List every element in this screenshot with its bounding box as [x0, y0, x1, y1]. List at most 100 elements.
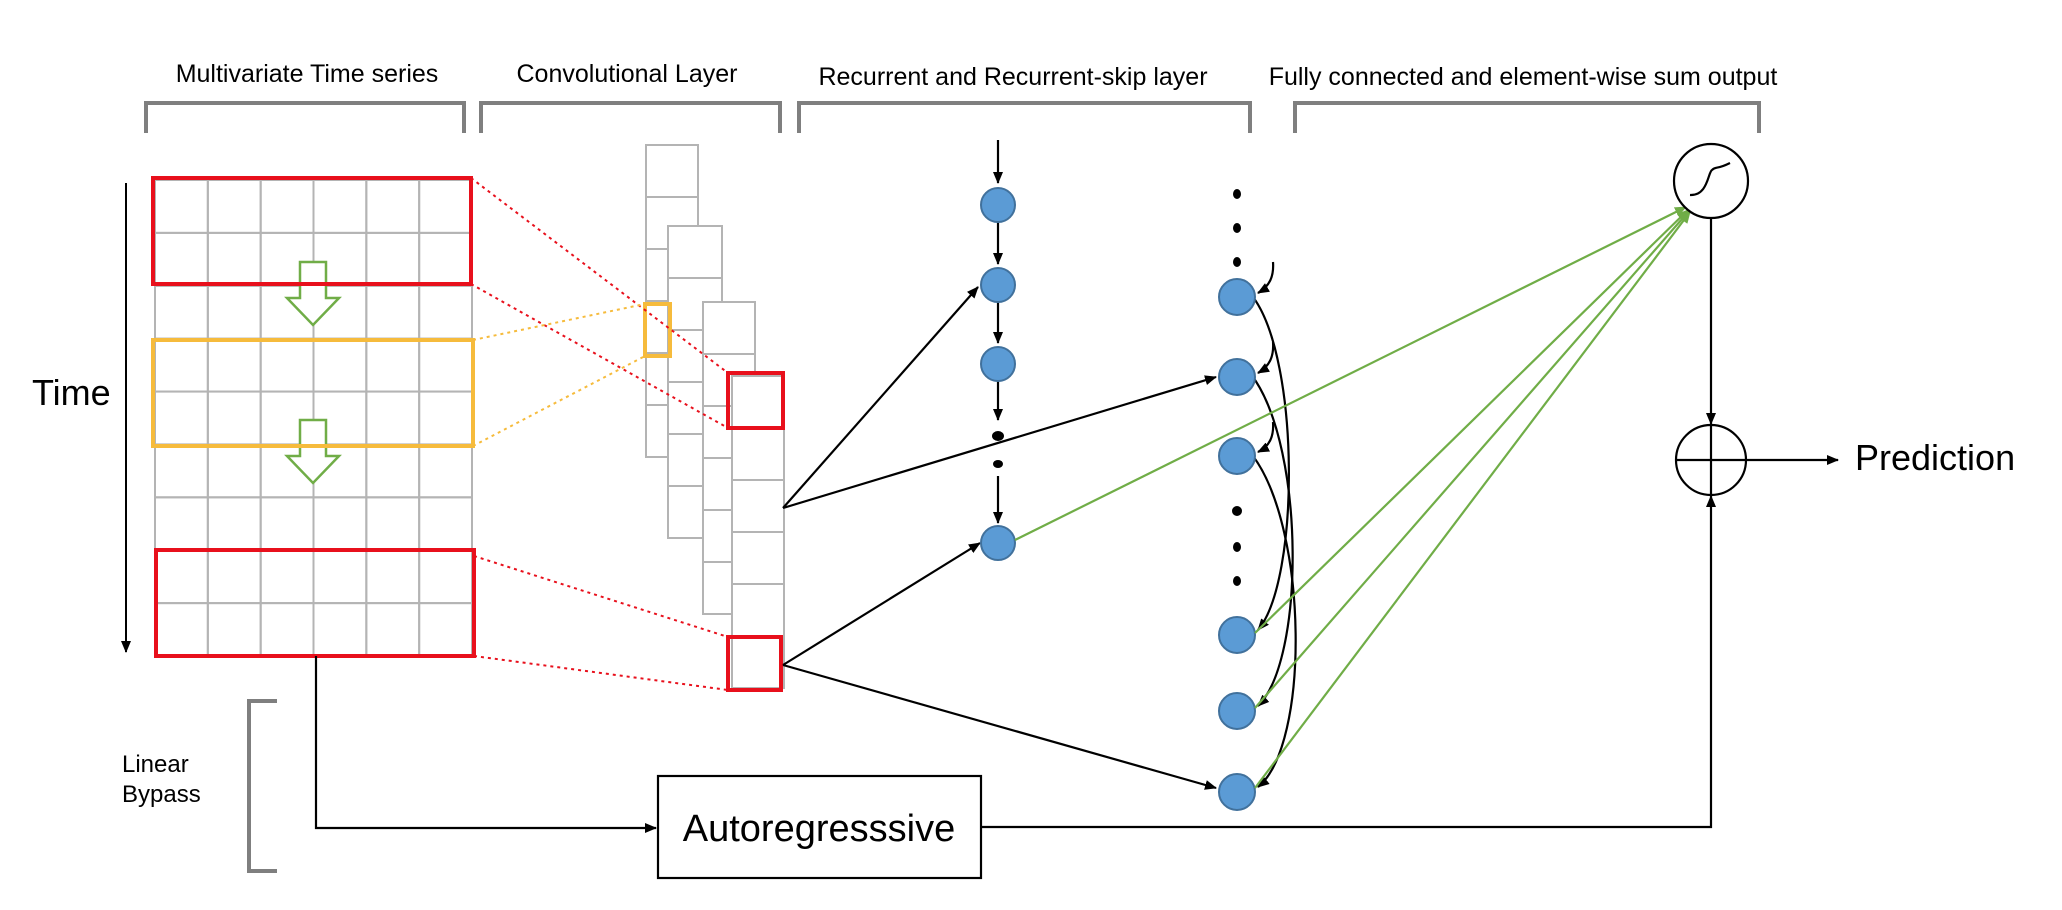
skip-node-1 [1218, 278, 1256, 316]
grid-cell [418, 231, 473, 287]
conv-filter-stacks [645, 144, 785, 689]
skip-node-5 [1218, 692, 1256, 730]
recurrent-node-1 [980, 187, 1016, 223]
grid-cell [418, 179, 473, 234]
conv-cell [731, 583, 785, 637]
grid-cell [154, 390, 209, 446]
input-grid [154, 179, 473, 657]
skip-ellipsis-top [1233, 189, 1241, 267]
grid-cell [259, 179, 315, 234]
conv-output-cell-top [726, 371, 785, 430]
recurrent-node-last [980, 525, 1016, 561]
sigmoid-icon [1672, 142, 1750, 220]
grid-cell [206, 231, 262, 287]
fully-connected-arrows [1014, 206, 1691, 789]
grid-cell [418, 337, 473, 393]
input-window-top-red [151, 176, 473, 286]
grid-cell [154, 231, 209, 287]
grid-cell [312, 179, 368, 234]
grid-cell [206, 602, 262, 657]
skip-nodes [1218, 278, 1256, 811]
grid-cell [365, 390, 421, 446]
grid-cell [418, 602, 473, 657]
conv-cell [667, 225, 723, 279]
grid-cell [365, 443, 421, 499]
grid-cell [259, 496, 315, 552]
conv-to-recurrent-arrows [782, 286, 1217, 790]
skip-connection-curves [1252, 261, 1297, 788]
autoregressive-label: Autoregresssive [683, 808, 955, 850]
grid-cell [154, 602, 209, 657]
grid-cell [312, 549, 368, 605]
grid-cell [365, 549, 421, 605]
recurrent-nodes [980, 187, 1016, 561]
projection-lines [470, 177, 729, 691]
conv-cell [731, 531, 785, 585]
skip-node-3 [1218, 437, 1256, 475]
grid-cell [418, 549, 473, 605]
time-label: Time [32, 372, 111, 413]
recurrent-node-3 [980, 346, 1016, 382]
conv-output-cell-bottom [726, 635, 783, 692]
header-fully-connected: Fully connected and element-wise sum out… [1269, 63, 1778, 91]
conv-cell [731, 427, 785, 481]
header-convolutional-layer: Convolutional Layer [517, 60, 738, 88]
bracket-linear-bypass [247, 699, 277, 873]
grid-cell [154, 443, 209, 499]
grid-cell [154, 284, 209, 340]
skip-node-2 [1218, 358, 1256, 396]
grid-cell [206, 443, 262, 499]
recurrent-ellipsis [992, 431, 1004, 468]
conv-cell [645, 144, 699, 198]
conv-cell [731, 375, 785, 429]
header-brackets [144, 101, 1761, 873]
grid-cell [418, 390, 473, 446]
grid-cell [154, 496, 209, 552]
conv-cell [702, 301, 756, 355]
grid-cell [365, 231, 421, 287]
grid-cell [206, 179, 262, 234]
element-wise-sum-icon [1674, 423, 1748, 497]
linear-bypass-label-line2: Bypass [122, 781, 201, 808]
grid-cell [259, 602, 315, 657]
header-multivariate-time-series: Multivariate Time series [176, 60, 439, 88]
linear-bypass-label-line1: Linear [122, 751, 189, 778]
grid-cell [312, 602, 368, 657]
grid-cell [206, 337, 262, 393]
grid-cell [365, 284, 421, 340]
grid-cell [365, 496, 421, 552]
grid-cell [365, 179, 421, 234]
autoregressive-to-sum-arrow [981, 495, 1716, 829]
grid-cell [418, 284, 473, 340]
slide-down-arrow-2 [284, 418, 342, 485]
conv-orange-cell [643, 302, 672, 358]
grid-cell [259, 549, 315, 605]
grid-cell [365, 602, 421, 657]
grid-cell [154, 179, 209, 234]
grid-cell [206, 496, 262, 552]
conv-cell [731, 635, 785, 689]
grid-cell [206, 284, 262, 340]
input-window-middle-orange [151, 338, 475, 448]
bracket-fully-connected [1293, 101, 1761, 133]
skip-node-4 [1218, 616, 1256, 654]
header-recurrent-layer: Recurrent and Recurrent-skip layer [818, 63, 1207, 91]
grid-cell [154, 337, 209, 393]
grid-cell [206, 549, 262, 605]
grid-cell [312, 496, 368, 552]
grid-cell [206, 390, 262, 446]
grid-to-autoregressive-arrow [314, 656, 657, 833]
recurrent-node-2 [980, 267, 1016, 303]
bracket-recurrent [797, 101, 1252, 133]
grid-cell [154, 549, 209, 605]
skip-node-6 [1218, 773, 1256, 811]
grid-cell [418, 496, 473, 552]
skip-ellipsis-middle [1232, 506, 1242, 586]
conv-cell [731, 479, 785, 533]
grid-cell [259, 337, 315, 393]
prediction-label: Prediction [1855, 437, 2015, 478]
slide-down-arrow-1 [284, 260, 342, 327]
grid-cell [418, 443, 473, 499]
bracket-multivariate [144, 101, 466, 133]
